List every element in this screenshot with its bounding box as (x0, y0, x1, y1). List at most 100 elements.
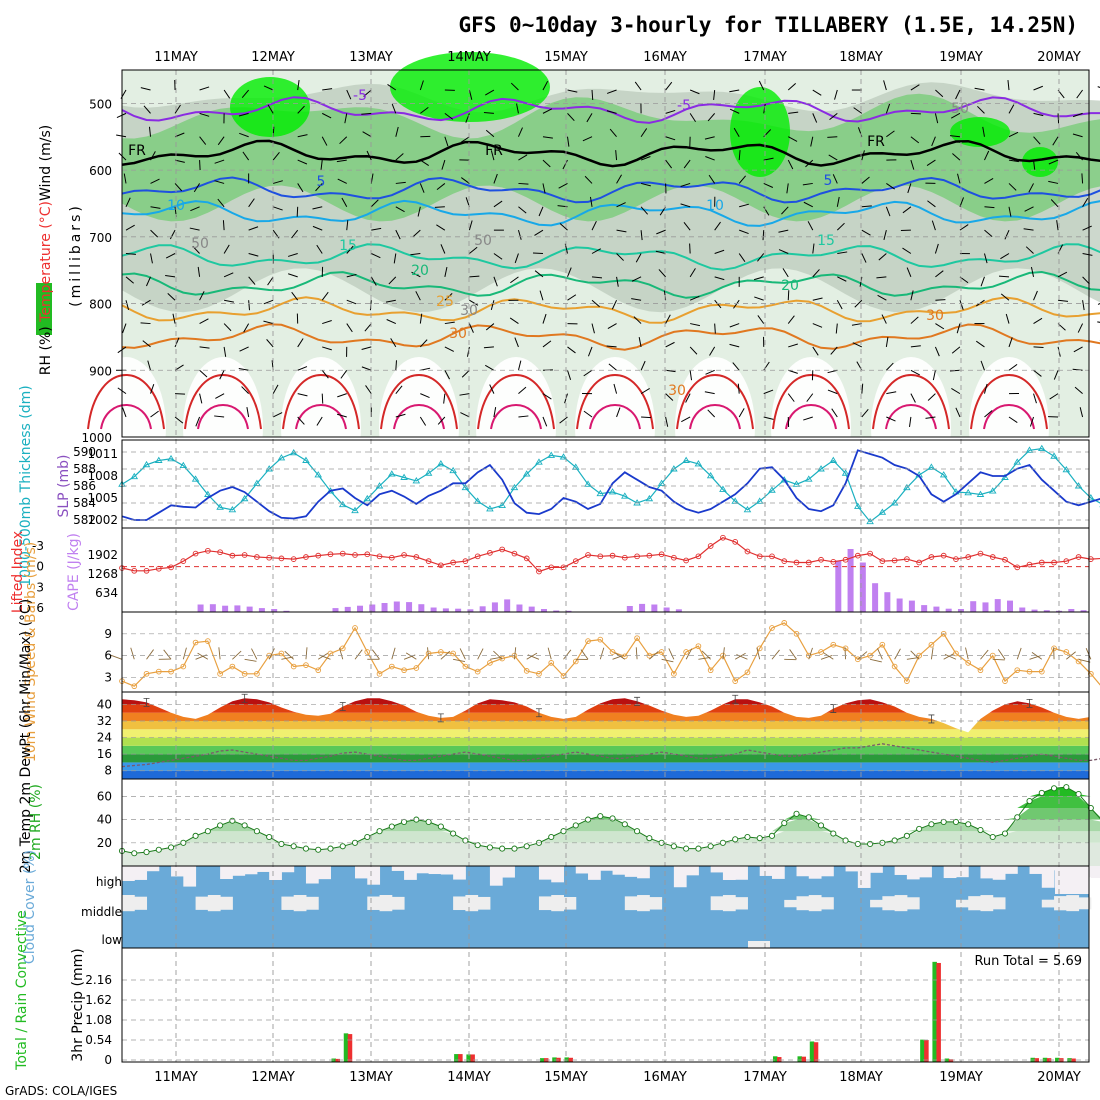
wind-speed-point (1002, 678, 1008, 684)
wind-barb (443, 393, 446, 404)
thickness-point (338, 500, 347, 508)
lifted-index-point (756, 553, 763, 560)
wind-barb (395, 385, 403, 394)
wind-barb (983, 383, 988, 394)
rh-point (560, 828, 567, 835)
cloud-gap-middle (882, 896, 896, 911)
rh-point (302, 845, 310, 852)
rh-point (290, 843, 297, 850)
wind-barb (125, 253, 137, 255)
rh-point (572, 822, 579, 829)
wind-barb (193, 183, 201, 193)
rh-point (511, 845, 518, 852)
thickness-point (191, 475, 200, 482)
thickness-point (964, 488, 973, 496)
contour-label: 50 (951, 101, 969, 117)
wind-barb (708, 174, 716, 184)
wind-barb (297, 338, 304, 348)
cloud-gap-middle (207, 895, 221, 912)
wind-barb (444, 136, 449, 147)
wind-barb (172, 313, 176, 324)
convective-bar (924, 1040, 929, 1062)
wind-barb (861, 229, 871, 236)
wind-barb (493, 276, 498, 287)
date-label-top: 13MAY (349, 50, 393, 65)
cloud-gap-high (453, 866, 466, 880)
thickness-point (1001, 473, 1009, 480)
wind-barb (190, 206, 200, 212)
wind-barb (709, 346, 716, 356)
wind-barb (878, 253, 887, 261)
wind-barb (861, 408, 869, 418)
cape-bar (467, 609, 474, 612)
wind-barb (583, 410, 593, 418)
cloud-gap-middle (870, 899, 883, 908)
cloud-gap-high (600, 866, 614, 871)
wind-barb (689, 268, 696, 278)
thickness-point (878, 508, 887, 515)
cape-bar (197, 604, 204, 612)
frame-layer (121, 69, 1090, 1063)
axis-label-part: 2m RH (%) (28, 784, 44, 860)
wind-barb (362, 131, 372, 138)
wind-barb (1033, 160, 1036, 171)
rh-point (376, 828, 383, 835)
wind-barb (689, 243, 691, 254)
cape-bar (1068, 609, 1075, 612)
cloud-gap-middle (710, 896, 724, 911)
date-label-bottom: 20MAY (1037, 1070, 1081, 1085)
thickness-point (854, 502, 862, 509)
wind-barb (827, 136, 838, 138)
wind-speed-point (131, 683, 138, 690)
cloud-gap-high (502, 866, 515, 878)
rh-point (388, 823, 395, 830)
cloud-gap-middle (1054, 896, 1067, 911)
wind-barb (926, 159, 936, 166)
thickness-point (657, 479, 666, 486)
cape-bar (418, 604, 425, 612)
wind-barb (758, 80, 765, 91)
surface-wind-barb (635, 647, 638, 660)
wind-barb (733, 127, 740, 137)
isotherm-25 (121, 296, 1100, 324)
wind-barb (689, 89, 700, 95)
axis-label: Total / Rain Convective (14, 910, 30, 1071)
wind-barb (542, 313, 547, 324)
surface-wind-barb (453, 658, 465, 663)
lifted-index-point (793, 559, 800, 566)
cape-tick-label: 634 (95, 586, 118, 600)
cloud-gap-middle (281, 896, 295, 910)
temp-tick-label: 40 (97, 697, 112, 711)
thickness-point (167, 454, 175, 462)
cape-tick-label: 1902 (87, 548, 118, 562)
thickness-point (216, 503, 224, 510)
wind-tick-label: 3 (104, 670, 112, 684)
thickness-point (240, 494, 249, 502)
wind-barb (395, 413, 406, 418)
wind-barb (199, 318, 209, 325)
date-label-top: 20MAY (1037, 50, 1081, 65)
lifted-index-point (621, 554, 628, 561)
surface-wind-barb (1078, 658, 1091, 663)
wind-barb (468, 220, 473, 231)
surface-wind-barb (391, 647, 396, 660)
rh-tick-label: 40 (97, 813, 112, 827)
wind-barb (885, 336, 889, 347)
wind-barb (267, 104, 274, 114)
wind-speed-point (499, 655, 506, 662)
wind-barb (440, 244, 446, 254)
wind-barb (297, 183, 304, 193)
rain-bar (920, 1039, 925, 1062)
wind-barb (116, 134, 127, 138)
surface-wind-barb (661, 658, 674, 663)
wind-barb (606, 89, 617, 94)
wind-barb (837, 251, 848, 254)
wind-barb (998, 275, 1010, 278)
wind-barb (341, 197, 348, 208)
surface-wind-barb (284, 650, 294, 660)
thickness-point (142, 460, 151, 468)
rain-bar (539, 1058, 545, 1062)
wind-barb (169, 229, 176, 240)
axis-label-part: 2m Temp 2m DewPt (6hr Min/Max) (°C) (18, 599, 34, 874)
wind-tick-label: 6 (104, 649, 112, 663)
